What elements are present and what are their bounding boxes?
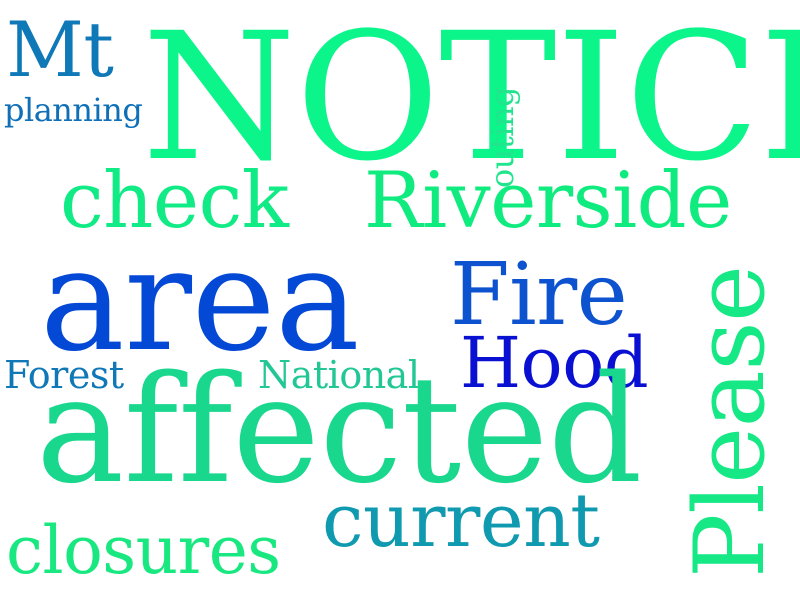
- word-check: check: [60, 156, 289, 246]
- word-riverside: Riverside: [364, 156, 732, 246]
- word-notice: NOTICE: [142, 0, 800, 200]
- word-fire: Fire: [450, 245, 628, 345]
- word-please: Please: [674, 265, 786, 578]
- word-affected: affected: [36, 344, 643, 516]
- word-current: current: [322, 478, 600, 564]
- word-hood: Hood: [460, 322, 649, 404]
- word-planning: planning: [4, 91, 143, 129]
- word-national: National: [258, 353, 420, 397]
- word-area: area: [40, 218, 360, 383]
- word-forest: Forest: [4, 353, 124, 397]
- word-mt: Mt: [6, 5, 114, 94]
- word-closures: closures: [6, 512, 281, 589]
